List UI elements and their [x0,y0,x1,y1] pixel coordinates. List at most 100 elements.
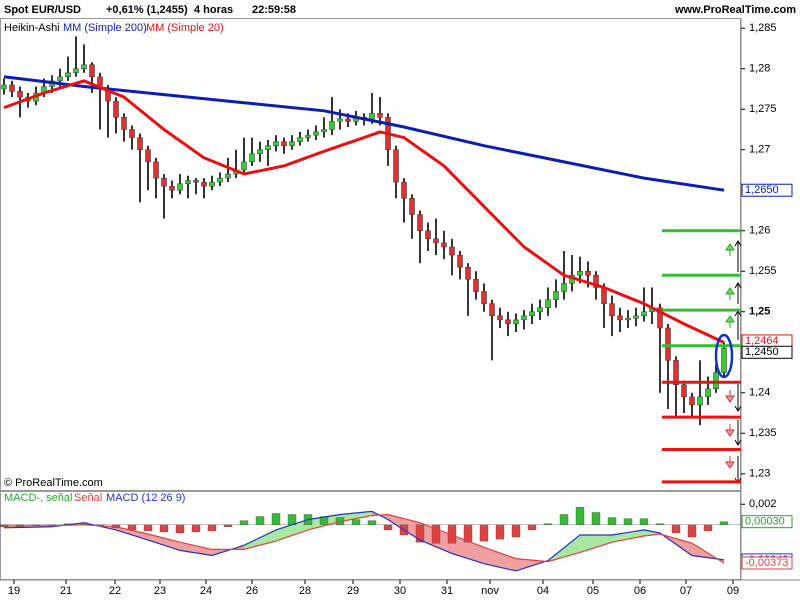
histogram-bar [351,519,361,525]
plot-layer: 1,285 1,28 1,275 1,27 1,26 1,255 1,25 1,24 1,235… [0,22,793,597]
candle-body [9,84,15,92]
price-marker-box [741,515,793,529]
candle-body [217,177,223,183]
candle-body [521,315,527,321]
histogram-bar [687,524,697,538]
x-tick-label: 26 [246,585,258,597]
candle-body [209,181,215,187]
x-tick-label: 09 [727,585,739,597]
candle-body [337,118,343,122]
moving-average [3,75,725,192]
signal-arrows [725,240,742,484]
macd-fill [244,529,276,550]
candle-body [89,64,95,78]
candle-body [225,173,231,179]
candle-body [681,384,687,398]
down-arrow [725,390,735,403]
histogram-bar [207,524,217,532]
candle-body [553,291,559,300]
histogram-bar [543,523,553,525]
candle-body [441,242,447,248]
candle-body [289,141,295,146]
macd-fill [116,526,148,541]
candle-body [617,315,623,321]
histogram-bar [495,524,505,540]
histogram-bar [623,518,633,525]
candle-body [609,303,615,317]
histogram-bar [511,524,521,538]
candle-body [161,177,167,187]
y-tick-label: 1,24 [749,387,770,399]
price-marker-box [741,183,793,197]
histogram-bar [559,514,569,525]
candle-body [705,388,711,398]
x-tick-label: 24 [200,585,212,597]
copyright: © ProRealTime.com [4,477,103,489]
candle-body [537,307,543,313]
legend-heikin: Heikin-Ashi [4,22,60,34]
down-arrow-line [734,420,742,446]
candle-body [513,319,519,325]
candle-body [257,149,263,155]
candle-body [345,118,351,122]
candle-body [81,64,87,69]
candle-body [121,117,127,130]
candle-body [393,149,399,183]
x-tick-label: 29 [347,585,359,597]
x-tick-label: 23 [154,585,166,597]
candle-body [265,145,271,150]
candle-body [665,327,671,361]
candle-body [17,91,23,98]
candle-body [73,68,79,74]
candle-body [593,275,599,288]
histogram-bar [703,524,713,532]
x-tick-label: 07 [680,585,692,597]
y-tick-label: 1,25 [749,306,770,318]
candle-body [377,113,383,118]
candle-body [449,246,455,256]
candle-body [529,311,535,317]
legend-signal: Señal [74,492,102,504]
price-marker-box [741,556,793,570]
candle-body [481,291,487,304]
price-marker-label: 1,2450 [745,346,779,358]
x-tick-label: nov [481,585,499,597]
candle-body [65,72,71,78]
candle-body [241,161,247,171]
symbol: Spot EUR/USD [4,4,81,16]
histogram-bar [239,520,249,525]
y-tick-label: 1,23 [749,468,770,480]
macd-fill [612,529,644,543]
macd-fill [180,542,212,556]
candle-body [625,317,631,321]
price-marker-label: 0,00030 [745,516,785,528]
candle-body [297,137,303,142]
candle-body [1,84,7,90]
candle-body [545,299,551,308]
candle-body [177,183,183,191]
candle-body [425,230,431,240]
candle-body [129,129,135,138]
candle-body [673,360,679,385]
candle-body [249,153,255,163]
candle-body [721,347,727,373]
candle-body [689,396,695,406]
candle-body [113,100,119,118]
down-arrow [725,424,735,437]
y-tick-label: 1,235 [749,427,777,439]
candle-body [561,283,567,292]
y-tick-label: 1,26 [749,225,770,237]
candle-body [657,307,663,329]
candle-body [633,315,639,319]
candle-body [641,311,647,317]
moving-average [3,79,725,344]
price-marker-label: -0,00373 [745,557,788,569]
x-tick-label: 28 [299,585,311,597]
x-tick-label: 04 [537,585,549,597]
histogram-bar [191,524,201,533]
histogram-bar [367,520,377,525]
y-tick-label: 1,27 [749,144,770,156]
macd-fill [148,533,180,551]
macd-line [4,513,725,564]
